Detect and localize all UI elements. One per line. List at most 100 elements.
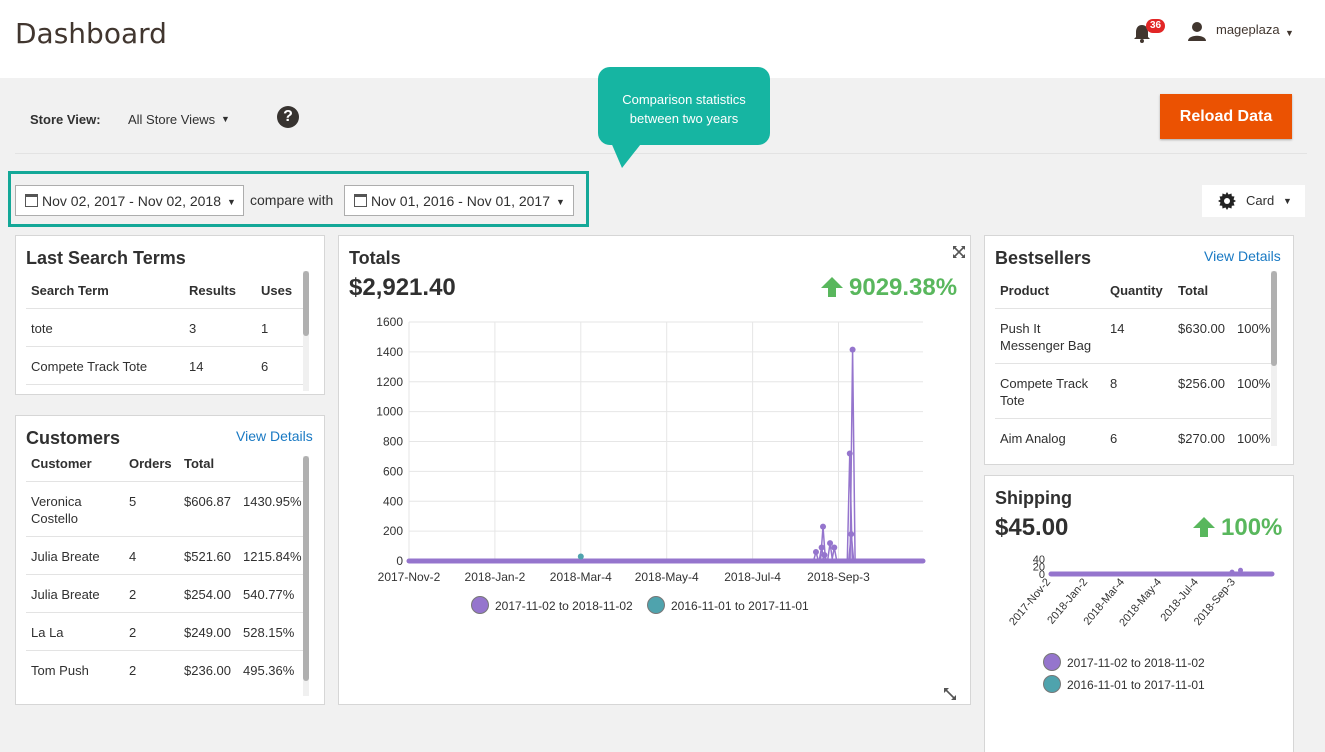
date-range-highlight	[8, 171, 589, 227]
arrow-up-icon	[821, 277, 843, 297]
tooltip-line-1: Comparison statistics	[622, 92, 746, 107]
quantity-cell: 8	[1110, 376, 1118, 391]
divider	[26, 574, 306, 575]
column-header[interactable]: Product	[1000, 283, 1050, 298]
column-header[interactable]: Orders	[129, 456, 172, 471]
search-term-cell[interactable]: Compete Track Tote	[31, 359, 148, 374]
customers-view-details-link[interactable]: View Details	[236, 428, 313, 444]
product-name-cell[interactable]: Push It Messenger Bag	[1000, 321, 1092, 353]
reload-data-button[interactable]: Reload Data	[1160, 94, 1292, 139]
change-cell: 100%	[1237, 376, 1271, 391]
y-tick-label: 0	[1039, 569, 1045, 581]
column-header[interactable]: Search Term	[31, 283, 109, 298]
resize-icon[interactable]	[943, 687, 957, 701]
scrollbar-thumb[interactable]	[303, 456, 309, 681]
x-tick-label: 2017-Nov-2	[378, 570, 441, 584]
calendar-icon	[25, 194, 38, 207]
results-cell: 14	[189, 359, 204, 374]
customer-name-cell[interactable]: Veronica Costello	[31, 494, 82, 526]
panel-title: Customers	[26, 428, 121, 448]
total-cell: $256.00	[1178, 376, 1225, 391]
last-search-terms-panel: Last Search Terms Search Term Results Us…	[15, 235, 325, 395]
x-tick-label: 2018-Mar-4	[550, 570, 612, 584]
search-term-cell[interactable]: tote	[31, 321, 53, 336]
store-view-label: Store View:	[30, 112, 101, 127]
change-cell: 100%	[1237, 321, 1271, 336]
page-title: Dashboard	[15, 17, 167, 50]
legend-item-compare[interactable]: 2016-11-01 to 2017-11-01	[647, 596, 809, 614]
shipping-panel: Shipping $45.00 100% 0 20 40 2017-Nov-2 2018…	[984, 475, 1294, 752]
chevron-down-icon: ▼	[1283, 196, 1292, 206]
column-header[interactable]: Total	[1178, 283, 1209, 298]
scrollbar-thumb[interactable]	[1271, 271, 1277, 366]
store-view-dropdown[interactable]: All Store Views	[128, 112, 216, 127]
orders-cell: 5	[129, 494, 137, 509]
total-cell: $630.00	[1178, 321, 1225, 336]
x-tick-label: 2018-Sep-3	[807, 570, 870, 584]
gear-icon	[1218, 192, 1236, 210]
change-cell: 528.15%	[243, 625, 295, 640]
customer-name-cell[interactable]: Julia Breate	[31, 549, 100, 564]
divider	[995, 308, 1275, 309]
column-header[interactable]: Results	[189, 283, 236, 298]
help-icon[interactable]: ?	[277, 106, 299, 128]
uses-cell: 1	[261, 321, 269, 336]
legend-item-compare[interactable]: 2016-11-01 to 2017-11-01	[1043, 675, 1205, 693]
data-point	[820, 523, 827, 530]
total-cell: $236.00	[184, 663, 231, 678]
chevron-down-icon[interactable]: ▼	[1285, 28, 1294, 38]
total-cell: $521.60	[184, 549, 231, 564]
change-cell: 100%	[1237, 431, 1271, 446]
bestsellers-panel: Bestsellers View Details Product Quantit…	[984, 235, 1294, 465]
expand-icon[interactable]	[952, 245, 966, 259]
customer-name-cell[interactable]: La La	[31, 625, 64, 640]
comparison-tooltip: Comparison statistics between two years	[598, 67, 770, 145]
quantity-cell: 6	[1110, 431, 1118, 446]
compare-with-label: compare with	[250, 192, 334, 208]
legend-label: 2017-11-02 to 2018-11-02	[1067, 656, 1205, 670]
totals-panel: Totals $2,921.40 9029.38% 0 200 400 600 800 1…	[338, 235, 971, 705]
column-header[interactable]: Total	[184, 456, 215, 471]
primary-date-range-picker[interactable]: Nov 02, 2017 - Nov 02, 2018 ▼	[15, 185, 244, 216]
legend-item-primary[interactable]: 2017-11-02 to 2018-11-02	[471, 596, 633, 614]
scrollbar-thumb[interactable]	[303, 271, 309, 336]
customer-name-cell[interactable]: Julia Breate	[31, 587, 100, 602]
arrow-up-icon	[1193, 517, 1215, 537]
chevron-down-icon: ▼	[227, 197, 236, 207]
panel-title: Last Search Terms	[26, 248, 186, 268]
view-mode-label: Card	[1246, 193, 1275, 208]
product-name-cell[interactable]: Compete Track Tote	[1000, 376, 1089, 408]
uses-cell: 6	[261, 359, 269, 374]
view-mode-dropdown[interactable]: Card ▼	[1202, 185, 1305, 217]
notification-count-badge: 36	[1146, 19, 1166, 33]
customer-name-cell[interactable]: Tom Push	[31, 663, 89, 678]
data-point	[849, 346, 856, 353]
panel-title: Totals	[349, 248, 401, 268]
results-cell: 3	[189, 321, 197, 336]
y-tick-label: 1200	[376, 375, 403, 389]
orders-cell: 2	[129, 663, 137, 678]
y-tick-label: 0	[396, 554, 403, 568]
shipping-chart: 020402017-Nov-22018-Jan-22018-Mar-42018-…	[1007, 554, 1275, 629]
user-icon[interactable]	[1187, 21, 1207, 41]
shipping-change: 100%	[1193, 514, 1282, 542]
user-menu-name[interactable]: mageplaza	[1216, 22, 1280, 37]
x-tick-label: 2018-May-4	[635, 570, 699, 584]
legend-item-primary[interactable]: 2017-11-02 to 2018-11-02	[1043, 653, 1205, 671]
y-tick-label: 1000	[376, 405, 403, 419]
compare-date-range-picker[interactable]: Nov 01, 2016 - Nov 01, 2017 ▼	[344, 185, 574, 216]
bestsellers-view-details-link[interactable]: View Details	[1204, 248, 1281, 264]
y-tick-label: 200	[383, 524, 403, 538]
column-header[interactable]: Customer	[31, 456, 92, 471]
chevron-down-icon[interactable]: ▼	[221, 114, 230, 124]
column-header[interactable]: Quantity	[1110, 283, 1163, 298]
y-tick-label: 400	[383, 494, 403, 508]
column-header[interactable]: Uses	[261, 283, 293, 298]
change-cell: 495.36%	[243, 663, 295, 678]
change-cell: 1215.84%	[243, 549, 302, 564]
product-name-cell[interactable]: Aim Analog	[1000, 431, 1066, 446]
totals-change: 9029.38%	[821, 274, 957, 302]
y-tick-label: 20	[1033, 562, 1045, 574]
total-cell: $249.00	[184, 625, 231, 640]
customers-panel: Customers View Details Customer Orders T…	[15, 415, 325, 705]
